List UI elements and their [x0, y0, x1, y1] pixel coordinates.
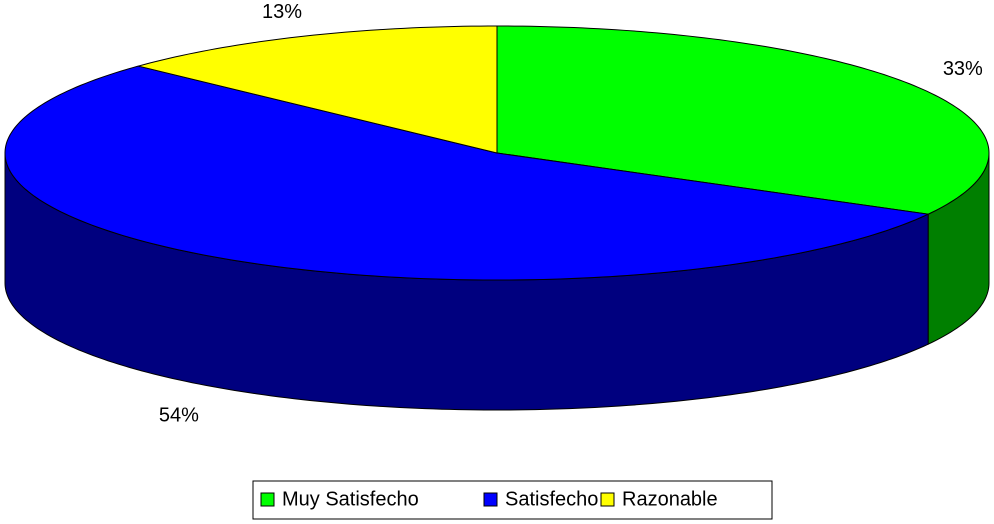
legend-swatch — [260, 492, 275, 507]
legend-label: Muy Satisfecho — [282, 488, 419, 510]
data-label: 54% — [159, 404, 199, 426]
data-label: 13% — [262, 1, 302, 23]
slice — [4, 65, 930, 281]
legend-swatch — [600, 492, 615, 507]
legend-swatch — [483, 492, 498, 507]
legend-label: Satisfecho — [505, 488, 598, 510]
legend-box — [252, 480, 773, 520]
slice — [496, 25, 990, 215]
legend-label: Razonable — [622, 488, 718, 510]
data-label: 33% — [943, 58, 983, 80]
slice — [138, 25, 498, 154]
